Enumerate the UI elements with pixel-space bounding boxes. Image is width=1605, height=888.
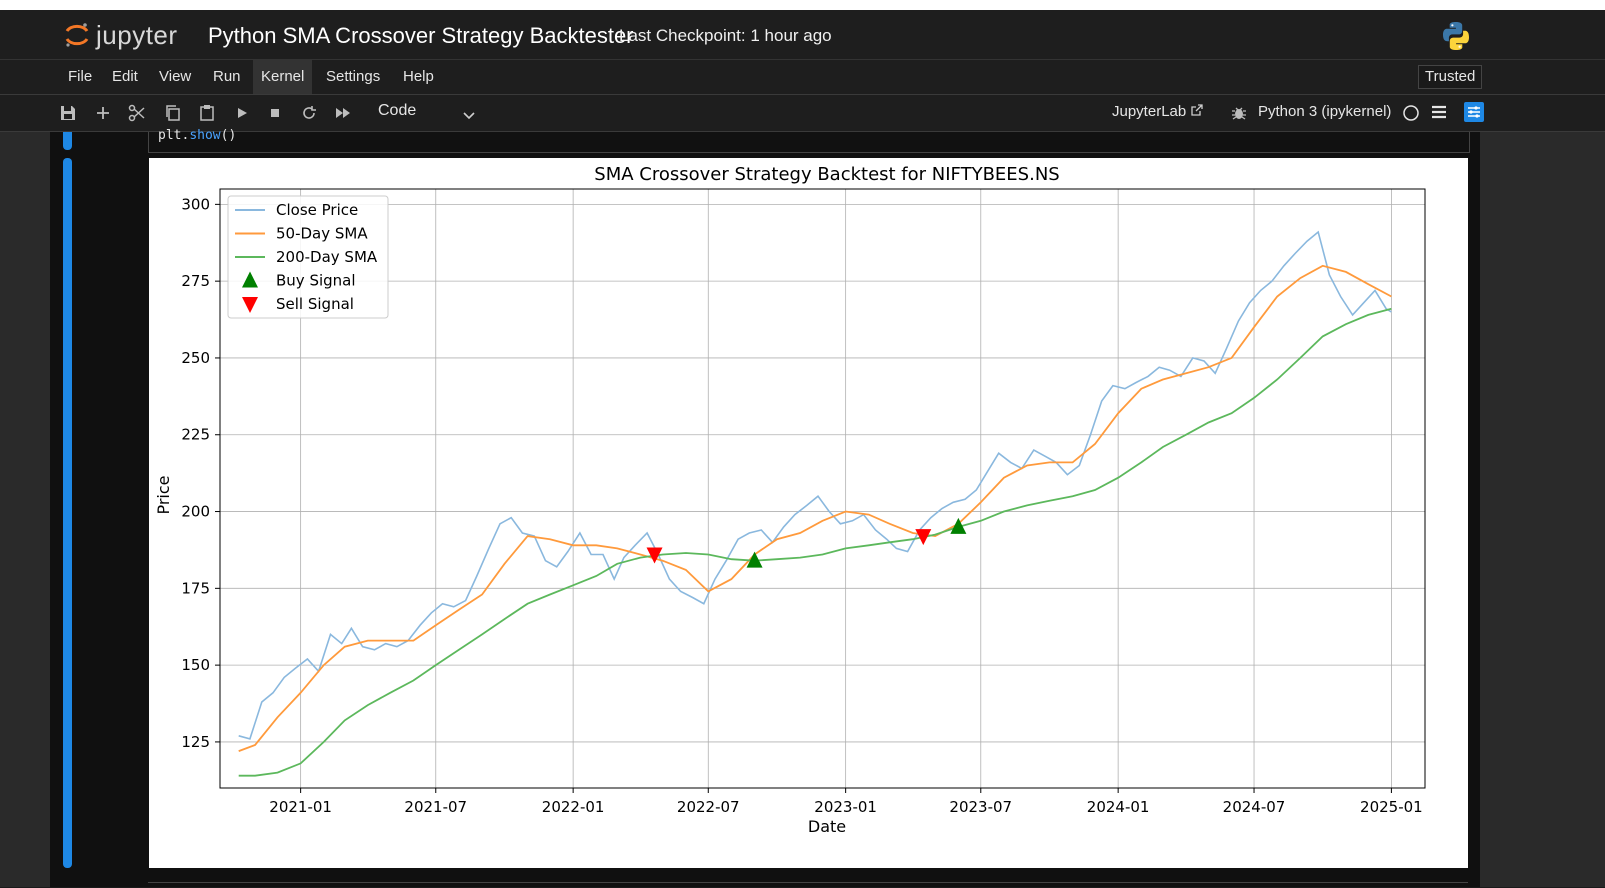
code-line: plt.show() — [158, 128, 236, 143]
menu-view[interactable]: View — [159, 68, 192, 85]
x-tick-label: 2021-01 — [269, 798, 332, 816]
cell-type-select[interactable]: Code — [378, 102, 417, 119]
output-plot: SMA Crossover Strategy Backtest for NIFT… — [149, 158, 1468, 868]
y-tick-label: 150 — [181, 656, 210, 674]
x-tick-label: 2021-07 — [404, 798, 467, 816]
y-tick-label: 300 — [181, 195, 210, 213]
sell-signal-marker — [646, 547, 663, 564]
restart-icon[interactable] — [299, 103, 319, 123]
x-tick-label: 2023-07 — [949, 798, 1012, 816]
menu-kernel[interactable]: Kernel — [253, 60, 313, 94]
series-group — [238, 230, 1392, 777]
x-tick-label: 2024-01 — [1087, 798, 1150, 816]
y-axis-label: Price — [154, 475, 173, 514]
x-tick-label: 2022-01 — [542, 798, 605, 816]
external-link-icon — [1191, 104, 1204, 116]
menu-file[interactable]: File — [68, 68, 93, 85]
kernel-status-idle-icon — [1403, 105, 1419, 121]
code-cell-input[interactable] — [148, 132, 1470, 153]
fast-forward-icon[interactable] — [333, 103, 353, 123]
x-tick-label: 2025-01 — [1360, 798, 1423, 816]
x-tick-label: 2023-01 — [814, 798, 877, 816]
cell-collapser[interactable] — [63, 132, 72, 150]
y-tick-label: 200 — [181, 503, 210, 521]
x-axis-label: Date — [808, 817, 846, 836]
menu-edit[interactable]: Edit — [112, 68, 138, 85]
toolbar: Code JupyterLab Python 3 (ipykernel) — [0, 95, 1605, 132]
top-strip — [0, 0, 1605, 10]
legend-buy-signal-swatch — [242, 271, 258, 288]
legend-sell-signal-swatch — [242, 297, 258, 313]
jupyter-logo-text: jupyter — [96, 19, 178, 50]
trusted-indicator[interactable]: Trusted — [1418, 65, 1483, 89]
code-parens: () — [220, 128, 237, 143]
stop-icon[interactable] — [265, 103, 285, 123]
signal-markers — [646, 517, 967, 568]
cut-icon[interactable] — [127, 103, 147, 123]
plot-frame — [219, 188, 1426, 789]
python-logo-icon — [1443, 22, 1469, 50]
jupyter-logo-icon — [65, 23, 89, 47]
legend-sma200-label: 200-Day SMA — [276, 248, 378, 266]
add-cell-icon[interactable] — [93, 103, 113, 123]
sma50-line — [238, 264, 1392, 752]
legend-sma50-label: 50-Day SMA — [276, 225, 368, 243]
chart-title: SMA Crossover Strategy Backtest for NIFT… — [594, 164, 1059, 185]
y-tick-label: 225 — [181, 426, 210, 444]
menu-bar: File Edit View Run Kernel Settings Help … — [0, 60, 1605, 95]
x-tick-label: 2022-07 — [677, 798, 740, 816]
legend: Close Price 50-Day SMA 200-Day SMA Buy Sign… — [227, 195, 389, 319]
jupyter-logo[interactable]: jupyter — [64, 18, 178, 52]
buy-signal-marker — [950, 517, 967, 534]
y-tick-label: 250 — [181, 349, 210, 367]
grid — [220, 189, 1425, 788]
right-gutter — [1480, 132, 1605, 887]
paste-icon[interactable] — [197, 103, 217, 123]
jupyterlab-link-label: JupyterLab — [1112, 103, 1187, 120]
run-icon[interactable] — [232, 103, 252, 123]
kernel-name[interactable]: Python 3 (ipykernel) — [1258, 103, 1392, 120]
menu-run[interactable]: Run — [213, 68, 241, 85]
chevron-down-icon[interactable] — [462, 108, 476, 122]
legend-sell-signal-label: Sell Signal — [276, 295, 354, 313]
menu-settings[interactable]: Settings — [326, 68, 381, 85]
menu-lines-icon[interactable] — [1430, 103, 1448, 121]
output-collapser[interactable] — [63, 158, 72, 868]
property-inspector-icon[interactable] — [1464, 102, 1484, 122]
axes: 2021-01 2021-07 2022-01 2022-07 2023-01 2023-… — [181, 188, 1426, 816]
x-tick-label: 2024-07 — [1223, 798, 1286, 816]
sell-signal-marker — [915, 529, 932, 546]
next-cell-edge — [148, 882, 1468, 888]
menu-help[interactable]: Help — [403, 68, 434, 85]
copy-icon[interactable] — [163, 103, 183, 123]
legend-box — [227, 195, 389, 319]
legend-close-price-label: Close Price — [276, 201, 358, 219]
chart-svg: SMA Crossover Strategy Backtest for NIFT… — [154, 164, 1426, 836]
save-icon[interactable] — [58, 103, 78, 123]
code-function: show — [189, 128, 221, 143]
left-gutter — [0, 132, 50, 887]
code-object: plt. — [158, 128, 190, 143]
legend-buy-signal-label: Buy Signal — [276, 272, 356, 290]
buy-signal-marker — [746, 551, 763, 568]
sma200-line — [238, 307, 1392, 777]
y-tick-label: 175 — [181, 579, 210, 597]
jupyterlab-link[interactable]: JupyterLab — [1112, 103, 1204, 120]
notebook-title[interactable]: Python SMA Crossover Strategy Backtester — [208, 23, 634, 48]
header: jupyter Python SMA Crossover Strategy Ba… — [0, 10, 1605, 60]
debugger-bug-icon[interactable] — [1230, 104, 1248, 122]
y-tick-label: 125 — [181, 733, 210, 751]
y-tick-label: 275 — [181, 272, 210, 290]
last-checkpoint: Last Checkpoint: 1 hour ago — [619, 26, 832, 45]
close-price-line — [238, 230, 1392, 740]
